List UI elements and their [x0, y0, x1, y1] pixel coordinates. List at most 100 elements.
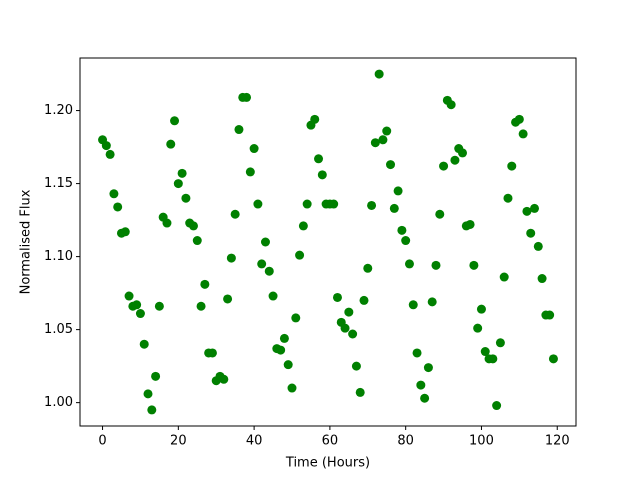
data-point	[435, 209, 445, 219]
data-point	[124, 291, 134, 301]
data-point	[253, 199, 263, 209]
data-point	[473, 323, 483, 333]
data-point	[101, 141, 111, 151]
x-axis-label: Time (Hours)	[285, 456, 370, 471]
x-tick-label: 120	[545, 434, 570, 449]
data-point	[431, 260, 441, 270]
data-point	[492, 401, 502, 411]
data-point	[276, 345, 286, 355]
data-point	[177, 168, 187, 178]
data-point	[503, 193, 513, 203]
data-point	[181, 193, 191, 203]
data-point	[355, 387, 365, 397]
data-point	[340, 323, 350, 333]
y-tick-label: 1.20	[44, 103, 73, 118]
y-tick-label: 1.15	[44, 176, 73, 191]
data-point	[351, 361, 361, 371]
data-point	[359, 295, 369, 305]
data-point	[465, 219, 475, 229]
data-point	[412, 348, 422, 358]
data-point	[393, 186, 403, 196]
y-tick-label: 1.00	[44, 395, 73, 410]
data-point	[143, 389, 153, 399]
data-point	[507, 161, 517, 171]
y-tick-label: 1.05	[44, 322, 73, 337]
data-point	[329, 199, 339, 209]
data-point	[446, 100, 456, 110]
data-point	[298, 221, 308, 231]
data-point	[230, 209, 240, 219]
data-point	[367, 200, 377, 210]
data-point	[423, 363, 433, 373]
y-tick-label: 1.10	[44, 249, 73, 264]
data-point	[113, 202, 123, 212]
data-point	[499, 272, 509, 282]
data-point	[310, 114, 320, 124]
data-point	[404, 259, 414, 269]
y-axis-label: Normalised Flux	[19, 189, 34, 294]
data-point	[514, 114, 524, 124]
data-point	[420, 393, 430, 403]
data-point	[234, 125, 244, 135]
data-point	[348, 329, 358, 339]
data-point	[302, 199, 312, 209]
x-tick-label: 100	[469, 434, 494, 449]
data-point	[526, 228, 536, 238]
axes-frame	[79, 57, 577, 427]
data-point	[408, 300, 418, 310]
data-point	[416, 380, 426, 390]
data-point	[188, 221, 198, 231]
x-tick-label: 20	[170, 434, 187, 449]
x-tick-label: 60	[322, 434, 339, 449]
data-point	[196, 301, 206, 311]
data-point	[314, 154, 324, 164]
data-point	[154, 301, 164, 311]
data-point	[530, 203, 540, 213]
data-point	[495, 338, 505, 348]
data-point	[139, 339, 149, 349]
data-point	[545, 310, 555, 320]
data-point	[378, 135, 388, 145]
data-point	[427, 297, 437, 307]
data-point	[249, 144, 259, 154]
data-point	[245, 167, 255, 177]
data-point	[480, 347, 490, 357]
data-point	[522, 206, 532, 216]
data-point	[548, 354, 558, 364]
data-point	[382, 126, 392, 136]
data-point	[344, 307, 354, 317]
data-point	[370, 138, 380, 148]
data-point	[219, 374, 229, 384]
data-point	[207, 348, 217, 358]
data-point	[223, 294, 233, 304]
data-point	[439, 161, 449, 171]
data-point	[264, 266, 274, 276]
data-point	[458, 148, 468, 158]
data-point	[397, 225, 407, 235]
data-point	[279, 333, 289, 343]
data-point	[317, 170, 327, 180]
data-point	[135, 309, 145, 319]
data-point	[488, 354, 498, 364]
data-point	[147, 405, 157, 415]
data-point	[109, 189, 119, 199]
data-point	[166, 139, 176, 149]
data-point	[200, 279, 210, 289]
data-point	[260, 237, 270, 247]
data-point	[132, 300, 142, 310]
data-point	[162, 218, 172, 228]
data-point	[518, 129, 528, 139]
data-point	[283, 360, 293, 370]
data-point	[120, 227, 130, 237]
data-point	[450, 155, 460, 165]
data-point	[173, 179, 183, 189]
data-point	[476, 304, 486, 314]
data-point	[192, 236, 202, 246]
data-point	[332, 292, 342, 302]
x-tick-label: 40	[246, 434, 263, 449]
x-tick-label: 0	[98, 434, 106, 449]
data-point	[537, 274, 547, 284]
x-tick-label: 80	[397, 434, 414, 449]
